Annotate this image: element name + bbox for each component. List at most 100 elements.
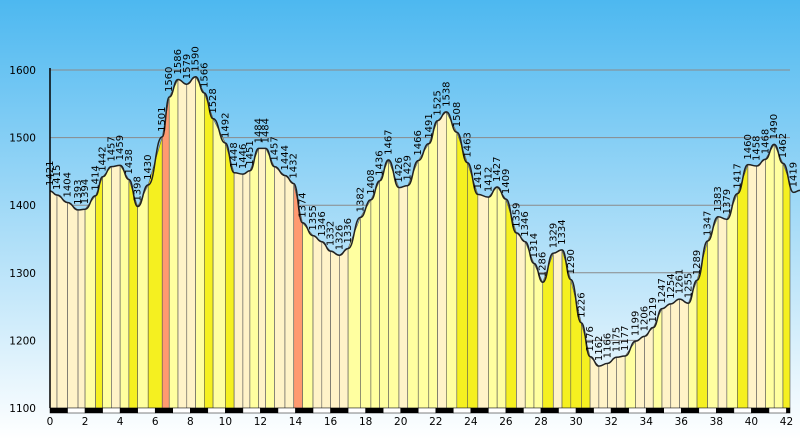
elevation-label: 1566 [199, 63, 210, 88]
x-tick-label: 40 [745, 416, 758, 428]
elevation-label: 1175 [611, 327, 622, 352]
elevation-segment [707, 216, 719, 409]
elevation-label: 1346 [317, 211, 328, 236]
km-bar-segment [102, 407, 121, 414]
elevation-segment [95, 176, 103, 409]
elevation-segment [321, 240, 331, 409]
elevation-label: 1355 [308, 205, 319, 230]
elevation-segment [330, 250, 340, 409]
elevation-segment [186, 76, 196, 409]
elevation-label: 1430 [143, 154, 154, 179]
elevation-label: 1290 [566, 249, 577, 274]
elevation-label: 1432 [289, 153, 300, 178]
elevation-label: 1408 [366, 169, 377, 194]
elevation-segment [467, 162, 479, 409]
elevation-label: 1226 [576, 292, 587, 317]
x-tick-label: 36 [675, 416, 689, 428]
elevation-segment [446, 111, 458, 409]
elevation-label: 1166 [603, 333, 614, 358]
x-tick-label: 38 [710, 416, 723, 428]
elevation-segment [249, 148, 259, 409]
km-bar-segment [610, 407, 629, 414]
elevation-segment [137, 184, 149, 409]
km-bar-segment [119, 407, 138, 414]
elevation-segment [417, 142, 430, 409]
km-bar-segment [488, 407, 507, 414]
x-tick-label: 30 [569, 416, 582, 428]
km-bar-segment [540, 407, 559, 414]
elevation-label: 1460 [743, 134, 754, 159]
km-bar-segment [523, 407, 542, 414]
elevation-segment [161, 96, 170, 409]
y-tick-label: 1100 [9, 403, 36, 415]
elevation-label: 1492 [220, 113, 231, 138]
elevation-segment [589, 355, 600, 409]
elevation-label: 1427 [492, 156, 503, 181]
elevation-label: 1329 [548, 223, 559, 248]
elevation-label: 1415 [52, 165, 63, 190]
elevation-label: 1484 [254, 118, 265, 143]
elevation-label: 1579 [182, 54, 193, 79]
km-bar-segment [225, 407, 244, 414]
km-bar-segment [470, 407, 489, 414]
elevation-label: 1289 [692, 250, 703, 275]
x-tick-label: 42 [780, 416, 793, 428]
elevation-label: 1448 [229, 142, 240, 167]
km-bar-segment [645, 407, 664, 414]
x-tick-label: 24 [464, 416, 478, 428]
elevation-segment [233, 172, 244, 409]
elevation-label: 1459 [115, 135, 126, 160]
elevation-segment [168, 79, 179, 409]
elevation-label: 1176 [585, 326, 596, 351]
elevation-segment [77, 208, 86, 409]
elevation-segment [687, 280, 698, 409]
elevation-segment [747, 164, 757, 409]
elevation-label: 1382 [355, 187, 366, 212]
elevation-label: 1177 [620, 325, 631, 350]
elevation-label: 1412 [483, 167, 494, 192]
elevation-label: 1416 [473, 164, 484, 189]
elevation-segment [195, 76, 205, 409]
elevation-label: 1336 [343, 218, 354, 243]
km-bar-segment [453, 407, 472, 414]
y-tick-label: 1200 [9, 335, 36, 347]
elevation-label: 1162 [594, 336, 605, 361]
elevation-segment [496, 186, 507, 409]
elevation-segment [773, 144, 784, 409]
elevation-label: 1374 [298, 192, 309, 217]
elevation-segment [488, 186, 498, 409]
elevation-label: 1560 [164, 67, 175, 92]
km-bar-segment [382, 407, 401, 414]
x-tick-label: 28 [534, 416, 547, 428]
elevation-segment [302, 221, 314, 409]
elevation-label: 1379 [722, 189, 733, 214]
km-bar-segment [312, 407, 331, 414]
x-tick-label: 6 [152, 416, 159, 428]
elevation-label: 1414 [91, 165, 102, 190]
km-bar-segment [505, 407, 524, 414]
elevation-label: 1466 [413, 130, 424, 155]
x-tick-label: 14 [289, 416, 303, 428]
elevation-segment [635, 335, 645, 409]
elevation-segment [516, 232, 526, 409]
elevation-label: 1436 [375, 150, 386, 175]
km-bar-segment [137, 407, 156, 414]
elevation-segment [177, 78, 188, 409]
elevation-segment [477, 193, 489, 409]
elevation-segment [765, 143, 775, 409]
elevation-segment [644, 326, 654, 409]
elevation-label: 1219 [648, 297, 659, 322]
elevation-segment [524, 241, 535, 409]
elevation-label: 1528 [208, 88, 219, 113]
km-bar-segment [49, 407, 68, 414]
elevation-segment [737, 164, 749, 409]
km-bar-segment [190, 407, 209, 414]
elevation-segment [717, 216, 728, 409]
km-bar-segment [172, 407, 191, 414]
elevation-segment [67, 201, 79, 409]
x-tick-label: 18 [359, 416, 372, 428]
elevation-label: 1247 [657, 278, 668, 303]
elevation-segment [407, 160, 419, 409]
elevation-label: 1467 [383, 129, 394, 154]
